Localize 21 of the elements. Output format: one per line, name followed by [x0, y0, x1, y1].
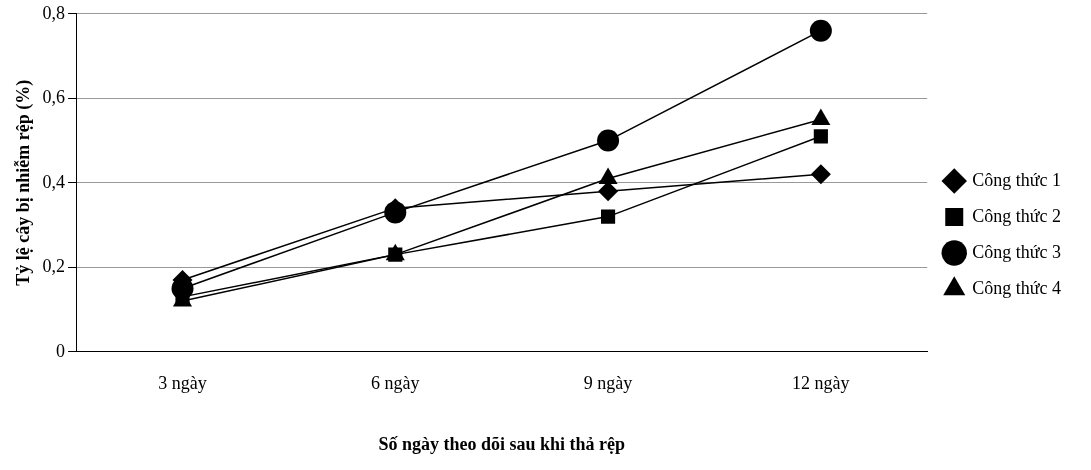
x-tick-label: 12 ngày	[792, 373, 850, 394]
point	[601, 209, 616, 224]
legend-label: Công thức 1	[972, 169, 1062, 190]
x-tick-label: 3 ngày	[158, 373, 207, 394]
legend-label: Công thức 3	[972, 241, 1062, 262]
point	[813, 129, 828, 144]
y-tick-label: 0,6	[42, 87, 66, 108]
x-tick-label: 6 ngày	[371, 373, 420, 394]
x-axis-title: Số ngày theo dõi sau khi thả rệp	[378, 433, 625, 454]
y-tick-label: 0,8	[42, 2, 66, 23]
legend-label: Công thức 4	[972, 277, 1062, 298]
y-tick-label: 0,4	[42, 171, 66, 192]
y-tick-label: 0	[56, 340, 66, 361]
x-tick-label: 9 ngày	[583, 373, 633, 394]
y-axis-title: Tỷ lệ cây bị nhiễm rệp (%)	[13, 79, 35, 286]
point	[809, 19, 832, 42]
point	[598, 181, 619, 202]
legend-label: Công thức 2	[972, 205, 1062, 226]
point	[810, 164, 831, 185]
point	[597, 129, 620, 152]
y-tick-label: 0,2	[42, 256, 66, 277]
